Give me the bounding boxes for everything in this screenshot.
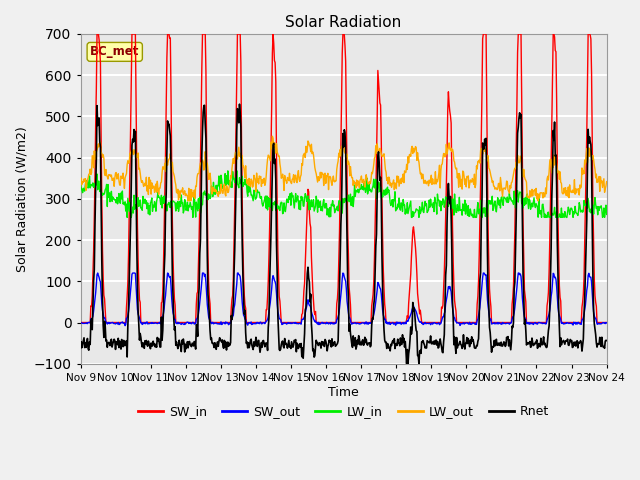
Y-axis label: Solar Radiation (W/m2): Solar Radiation (W/m2) xyxy=(15,126,28,272)
Legend: SW_in, SW_out, LW_in, LW_out, Rnet: SW_in, SW_out, LW_in, LW_out, Rnet xyxy=(133,400,554,423)
X-axis label: Time: Time xyxy=(328,385,359,398)
Text: BC_met: BC_met xyxy=(90,46,140,59)
Title: Solar Radiation: Solar Radiation xyxy=(285,15,402,30)
